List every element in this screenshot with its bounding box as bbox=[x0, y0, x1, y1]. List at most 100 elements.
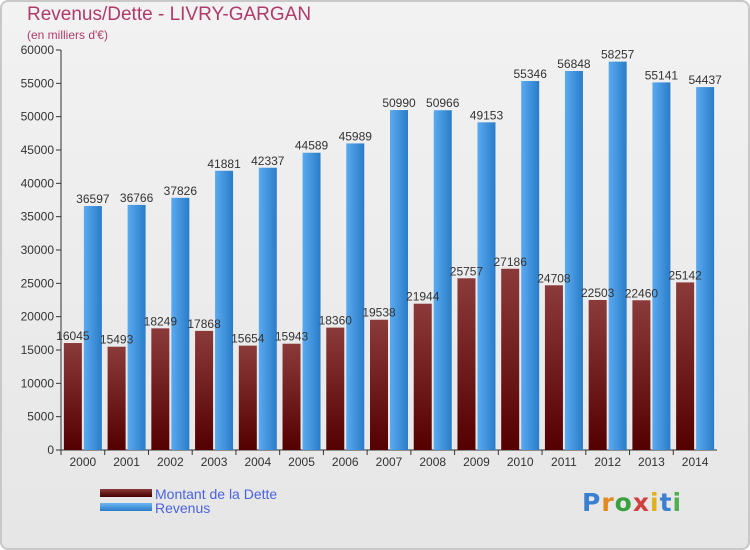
legend-label-dette: Montant de la Dette bbox=[155, 486, 278, 502]
x-tick-label: 2008 bbox=[419, 455, 446, 469]
data-label-dette: 25142 bbox=[668, 268, 702, 282]
bar-dette bbox=[588, 299, 607, 450]
chart-subtitle: (en milliers d'€) bbox=[27, 28, 108, 42]
bar-revenus bbox=[215, 170, 234, 450]
data-label-revenus: 55346 bbox=[514, 67, 548, 81]
legend-item-dette: Montant de la Dette bbox=[100, 486, 420, 502]
data-label-revenus: 54437 bbox=[688, 73, 722, 87]
bar-dette bbox=[282, 343, 301, 450]
data-label-dette: 27186 bbox=[494, 255, 528, 269]
bar-dette bbox=[544, 285, 563, 450]
x-tick-label: 2004 bbox=[244, 455, 271, 469]
data-label-revenus: 42337 bbox=[251, 154, 285, 168]
x-tick-label: 2014 bbox=[682, 455, 709, 469]
y-tick-label: 40000 bbox=[21, 176, 55, 190]
data-label-revenus: 56848 bbox=[557, 57, 591, 71]
data-label-revenus: 36766 bbox=[120, 191, 154, 205]
x-tick-label: 2009 bbox=[463, 455, 490, 469]
x-tick-label: 2006 bbox=[332, 455, 359, 469]
data-label-revenus: 44589 bbox=[295, 139, 329, 153]
bar-dette bbox=[63, 343, 82, 450]
bar-dette bbox=[107, 346, 126, 450]
legend-swatch-revenus bbox=[100, 503, 152, 511]
bar-revenus bbox=[171, 197, 190, 450]
bar-dette bbox=[413, 303, 432, 450]
logo-text: Proxiti bbox=[582, 488, 683, 517]
data-label-revenus: 50966 bbox=[426, 96, 460, 110]
bar-dette bbox=[238, 345, 257, 450]
bar-revenus bbox=[564, 71, 583, 450]
bar-dette bbox=[326, 327, 345, 450]
bar-dette bbox=[676, 282, 695, 450]
x-tick-label: 2003 bbox=[201, 455, 228, 469]
bars bbox=[63, 61, 715, 451]
bar-revenus bbox=[652, 82, 671, 450]
data-label-revenus: 55141 bbox=[645, 68, 679, 82]
bar-revenus bbox=[346, 143, 365, 450]
data-label-dette: 21944 bbox=[406, 290, 440, 304]
bar-revenus bbox=[433, 110, 452, 450]
x-tick-label: 2007 bbox=[376, 455, 403, 469]
data-label-revenus: 37826 bbox=[164, 184, 198, 198]
y-tick-label: 60000 bbox=[21, 43, 55, 57]
bar-revenus bbox=[477, 122, 496, 451]
axes: 0 5000 10000 15000 20000 25000 30000 35000 40000… bbox=[21, 43, 717, 469]
data-label-dette: 22460 bbox=[625, 286, 659, 300]
data-label-dette: 15493 bbox=[100, 333, 134, 347]
x-tick-label: 2013 bbox=[638, 455, 665, 469]
x-tick-label: 2002 bbox=[157, 455, 184, 469]
y-tick-label: 35000 bbox=[21, 210, 55, 224]
data-label-dette: 16045 bbox=[56, 329, 90, 343]
data-label-dette: 18249 bbox=[144, 314, 178, 328]
proxiti-logo: Proxiti bbox=[582, 488, 682, 517]
y-tick-label: 20000 bbox=[21, 310, 55, 324]
x-tick-label: 2005 bbox=[288, 455, 315, 469]
y-tick-label: 30000 bbox=[21, 243, 55, 257]
bar-revenus bbox=[608, 61, 627, 451]
y-tick-label: 50000 bbox=[21, 110, 55, 124]
bar-revenus bbox=[696, 87, 715, 450]
x-tick-label: 2001 bbox=[113, 455, 140, 469]
data-label-revenus: 50990 bbox=[382, 96, 416, 110]
data-label-dette: 15943 bbox=[275, 330, 309, 344]
bar-dette bbox=[195, 330, 214, 450]
data-label-revenus: 41881 bbox=[207, 157, 241, 171]
chart-title: Revenus/Dette - LIVRY-GARGAN bbox=[27, 4, 312, 25]
data-label-dette: 18360 bbox=[319, 314, 353, 328]
bar-dette bbox=[457, 278, 476, 450]
y-tick-label: 55000 bbox=[21, 76, 55, 90]
bar-revenus bbox=[521, 81, 540, 450]
data-labels: 16045 36597 15493 36766 18249 37826 17868 41881… bbox=[56, 48, 722, 347]
bar-dette bbox=[151, 328, 170, 450]
data-label-revenus: 49153 bbox=[470, 108, 504, 122]
data-label-revenus: 58257 bbox=[601, 48, 635, 62]
data-label-dette: 19538 bbox=[362, 306, 396, 320]
y-tick-label: 15000 bbox=[21, 343, 55, 357]
bar-dette bbox=[632, 300, 651, 450]
legend-swatch-dette bbox=[100, 489, 152, 497]
bar-revenus bbox=[302, 152, 321, 451]
bar-dette bbox=[501, 268, 520, 450]
data-label-dette: 15654 bbox=[231, 332, 265, 346]
data-label-dette: 22503 bbox=[581, 286, 615, 300]
bar-dette bbox=[370, 319, 388, 450]
data-label-revenus: 36597 bbox=[76, 192, 110, 206]
bar-revenus bbox=[390, 110, 408, 451]
legend-label-revenus: Revenus bbox=[155, 500, 211, 516]
bar-revenus bbox=[258, 167, 277, 450]
x-tick-label: 2000 bbox=[70, 455, 97, 469]
data-label-dette: 25757 bbox=[450, 264, 484, 278]
data-label-dette: 24708 bbox=[537, 271, 571, 285]
x-tick-label: 2011 bbox=[551, 455, 577, 469]
y-tick-label: 0 bbox=[47, 443, 54, 457]
legend-item-revenus: Revenus bbox=[100, 500, 420, 516]
x-tick-label: 2012 bbox=[594, 455, 621, 469]
y-tick-label: 25000 bbox=[21, 276, 55, 290]
y-tick-label: 10000 bbox=[21, 376, 55, 390]
y-tick-label: 45000 bbox=[21, 143, 55, 157]
data-label-dette: 17868 bbox=[187, 317, 221, 331]
bar-revenus bbox=[83, 206, 102, 450]
bar-revenus bbox=[127, 204, 146, 450]
y-tick-label: 5000 bbox=[27, 410, 54, 424]
